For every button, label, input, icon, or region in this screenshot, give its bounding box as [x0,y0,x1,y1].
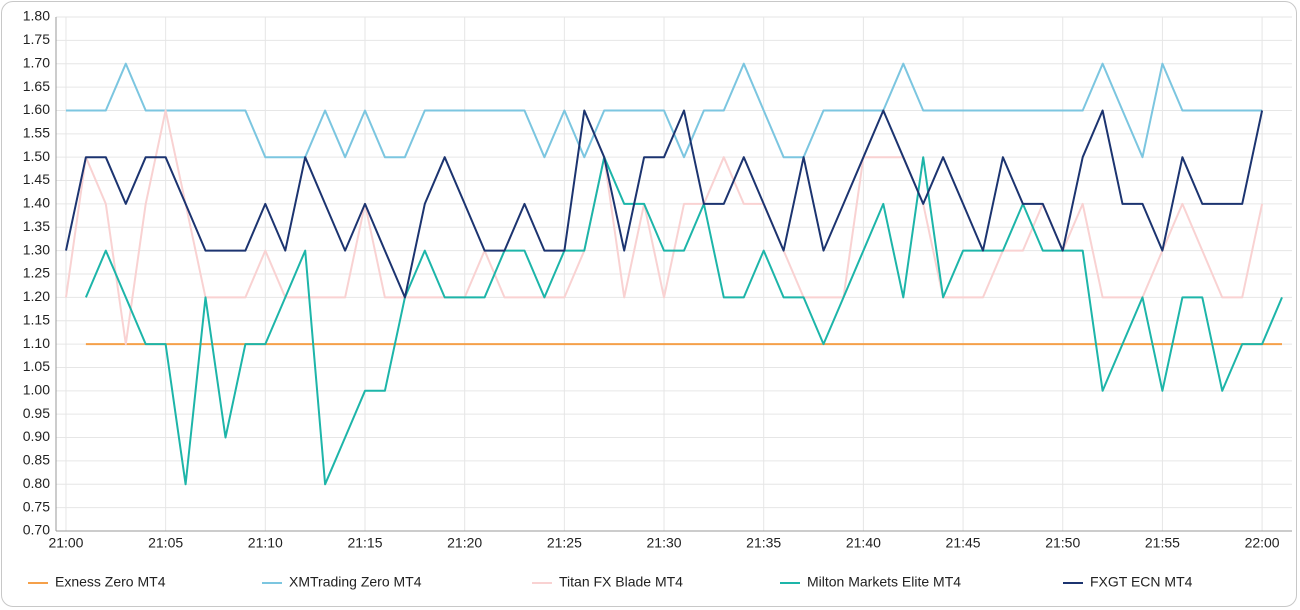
y-tick-label: 0.80 [23,475,50,491]
x-tick-label: 21:05 [148,535,183,551]
x-tick-label: 21:10 [248,535,283,551]
x-tick-label: 21:30 [647,535,682,551]
legend-label: XMTrading Zero MT4 [289,574,422,590]
x-tick-label: 21:15 [347,535,382,551]
y-tick-label: 1.45 [23,171,50,187]
y-tick-label: 1.20 [23,288,50,304]
y-tick-label: 1.00 [23,382,50,398]
y-tick-label: 0.70 [23,522,50,538]
y-tick-label: 1.65 [23,78,50,94]
y-tick-label: 1.10 [23,335,50,351]
y-tick-label: 0.85 [23,452,50,468]
x-tick-label: 22:00 [1245,535,1280,551]
y-tick-label: 0.95 [23,405,50,421]
y-tick-label: 1.35 [23,218,50,234]
series-line [84,156,1283,486]
x-tick-label: 21:35 [746,535,781,551]
y-tick-label: 1.70 [23,54,50,70]
y-tick-label: 1.80 [23,8,50,24]
y-tick-label: 1.30 [23,241,50,257]
x-tick-label: 21:50 [1045,535,1080,551]
y-tick-label: 0.75 [23,498,50,514]
y-tick-label: 1.40 [23,195,50,211]
y-tick-label: 1.25 [23,265,50,281]
legend-label: Titan FX Blade MT4 [559,574,683,590]
legend-label: Exness Zero MT4 [55,574,166,590]
y-tick-label: 1.05 [23,358,50,374]
y-tick-label: 1.55 [23,125,50,141]
y-tick-label: 1.15 [23,311,50,327]
x-tick-label: 21:25 [547,535,582,551]
legend-label: FXGT ECN MT4 [1090,574,1193,590]
x-tick-label: 21:40 [846,535,881,551]
x-tick-label: 21:45 [946,535,981,551]
y-tick-label: 0.90 [23,428,50,444]
legend-label: Milton Markets Elite MT4 [807,574,961,590]
x-tick-label: 21:20 [447,535,482,551]
y-tick-label: 1.75 [23,31,50,47]
series-line [65,109,1264,299]
series-line [66,62,1263,159]
x-tick-label: 21:55 [1145,535,1180,551]
y-tick-label: 1.50 [23,148,50,164]
x-tick-label: 21:00 [48,535,83,551]
y-tick-label: 1.60 [23,101,50,117]
